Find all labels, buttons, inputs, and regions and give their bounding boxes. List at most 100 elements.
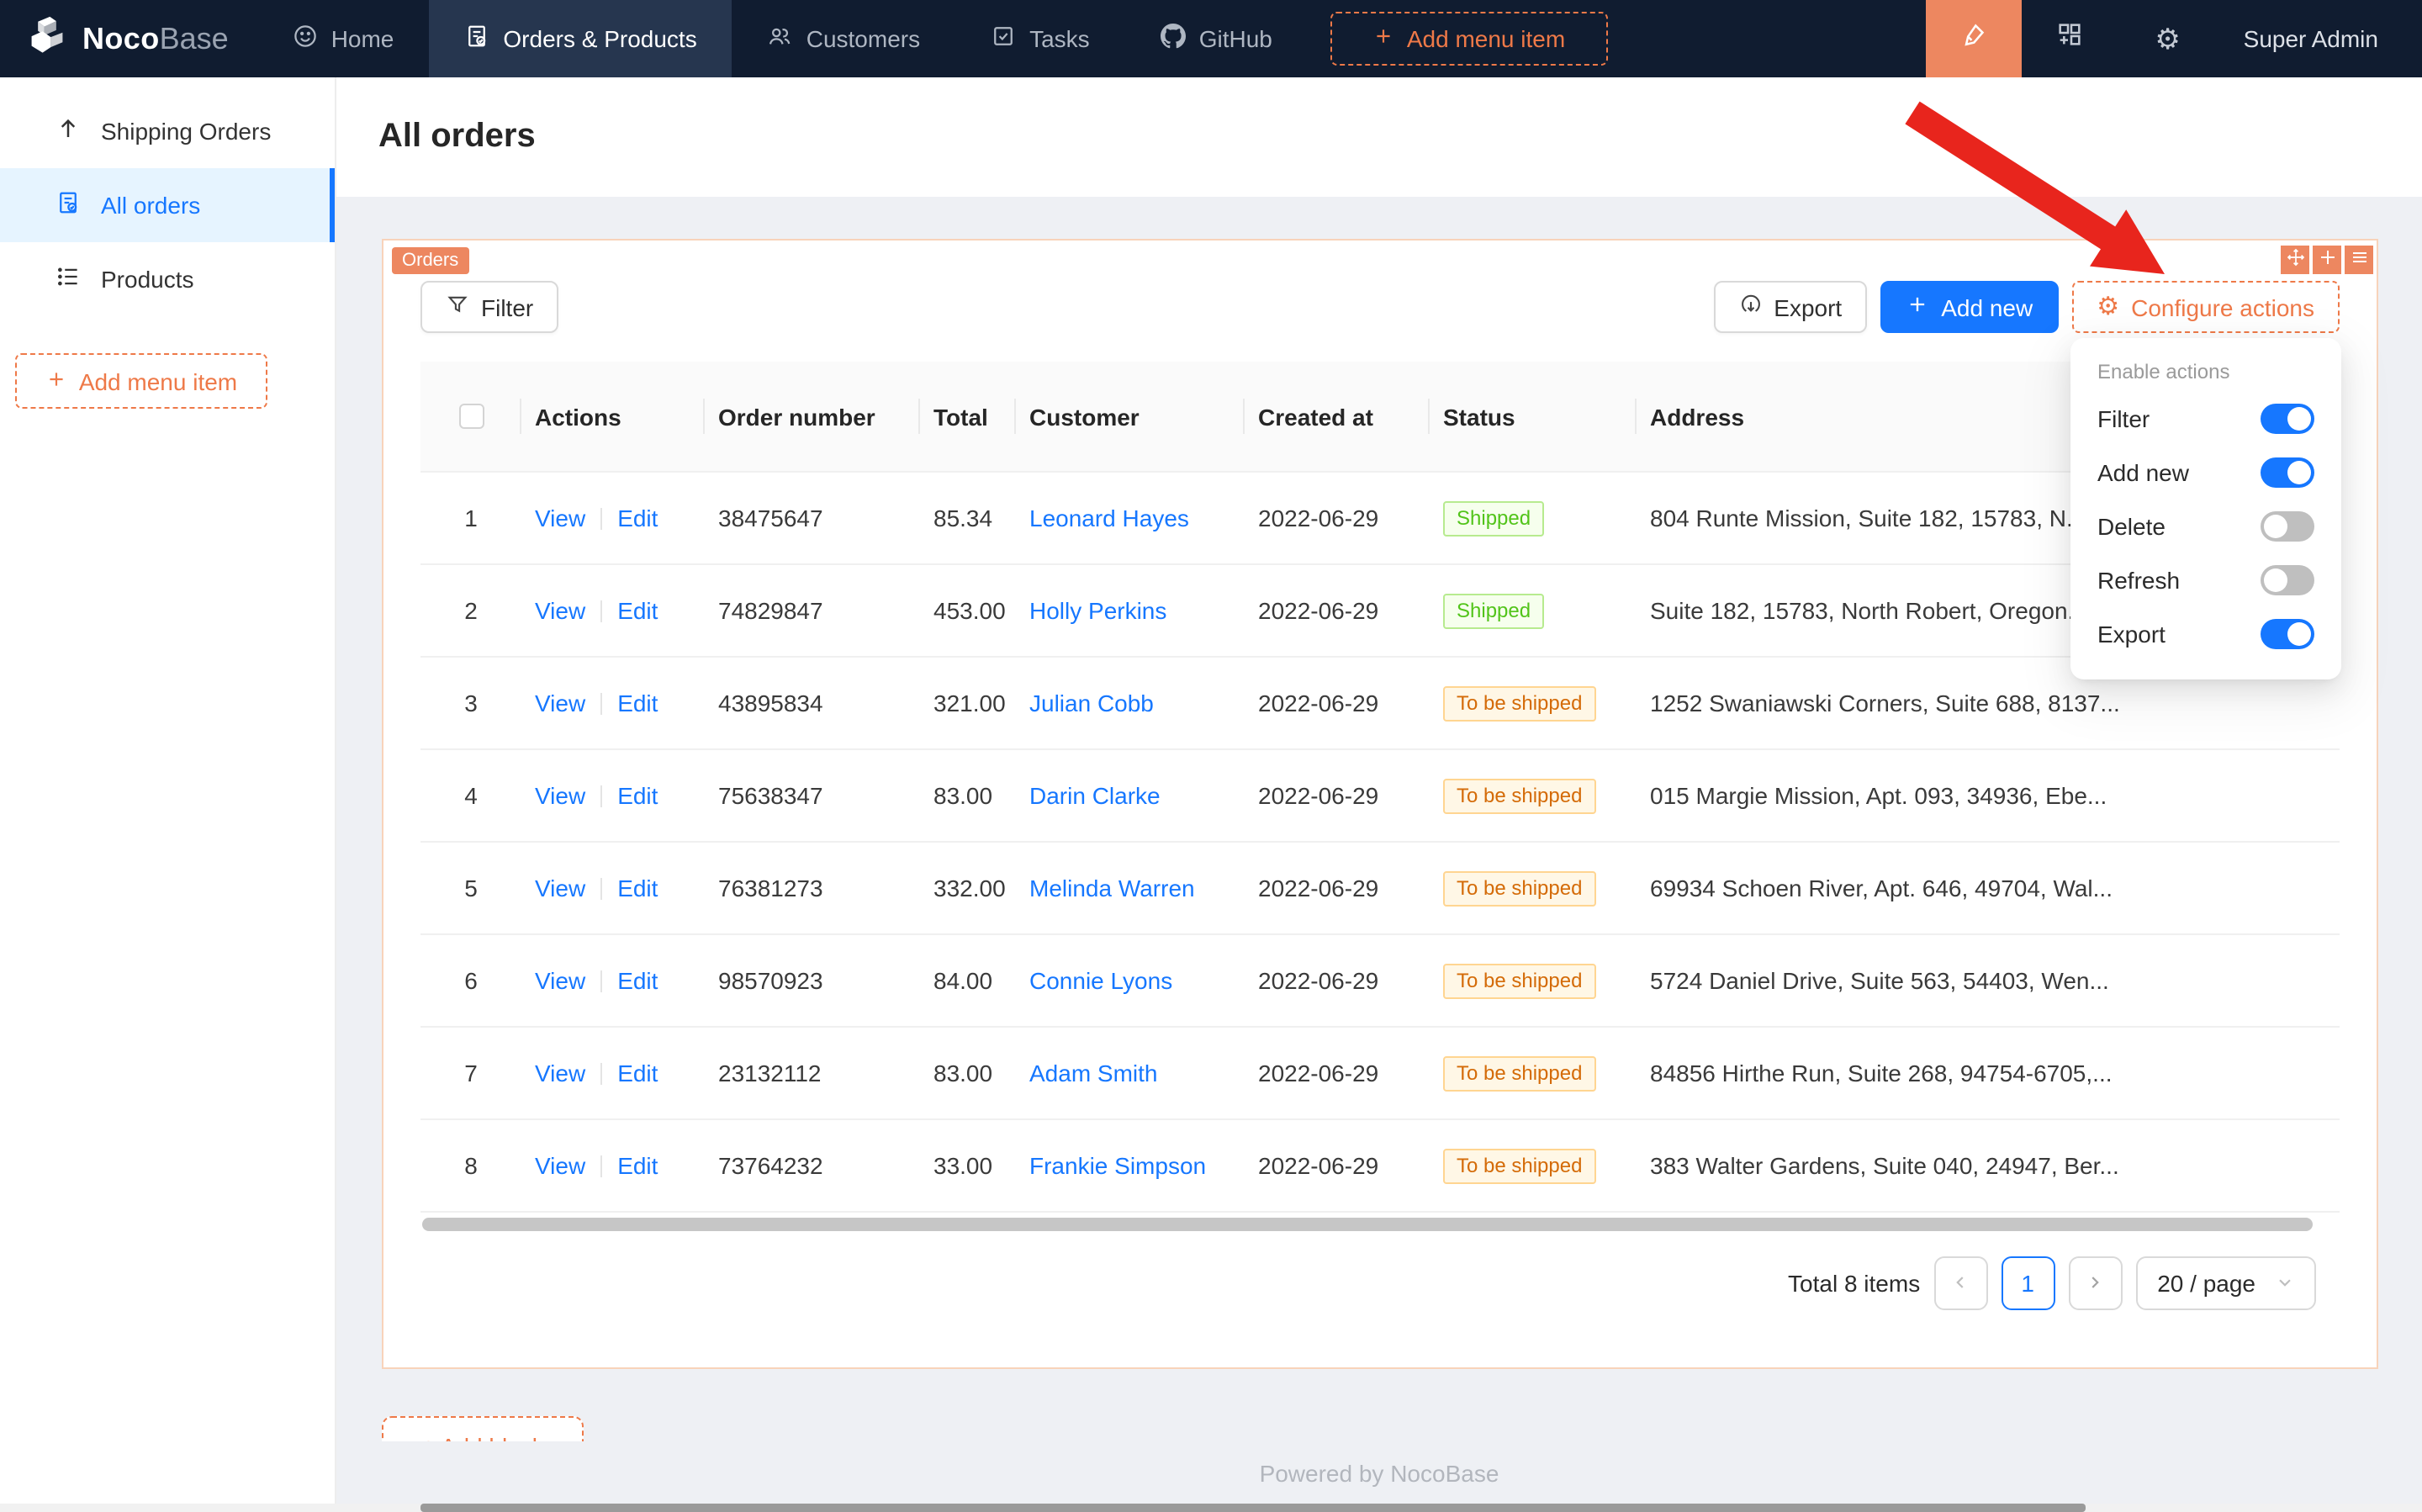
dropdown-item-filter[interactable]: Filter: [2070, 392, 2341, 446]
chevron-right-icon: [2086, 1270, 2104, 1297]
customer-link[interactable]: Melinda Warren: [1029, 875, 1195, 901]
page-1-button[interactable]: 1: [2001, 1256, 2055, 1310]
delete-toggle[interactable]: [2261, 511, 2314, 542]
order-number-cell: 98570923: [718, 967, 823, 994]
edit-link[interactable]: Edit: [617, 1060, 658, 1086]
nav-item-customers[interactable]: Customers: [732, 0, 955, 77]
total-cell: 321.00: [933, 690, 1006, 716]
dropdown-item-refresh[interactable]: Refresh: [2070, 553, 2341, 607]
divider: [600, 508, 603, 530]
sidebar-add-menu-item-button[interactable]: Add menu item: [15, 353, 267, 409]
sidebar: Shipping Orders All orders Products Add …: [0, 77, 336, 1512]
dropdown-group-title: Enable actions: [2097, 360, 2230, 383]
status-badge: To be shipped: [1443, 963, 1596, 998]
highlighter-pen-icon: [1959, 20, 1988, 57]
nav-item-home[interactable]: Home: [257, 0, 430, 77]
pagination: Total 8 items 1 20 / page: [1788, 1256, 2316, 1310]
nav-item-github[interactable]: GitHub: [1125, 0, 1308, 77]
view-link[interactable]: View: [535, 597, 586, 624]
order-number-cell: 73764232: [718, 1152, 823, 1179]
scrollbar-thumb[interactable]: [422, 1218, 2313, 1231]
refresh-toggle[interactable]: [2261, 565, 2314, 595]
add-block-clip: + Add block: [382, 1416, 584, 1441]
customer-link[interactable]: Leonard Hayes: [1029, 505, 1189, 531]
add-block-bottom-button[interactable]: + Add block: [382, 1416, 584, 1441]
edit-link[interactable]: Edit: [617, 505, 658, 531]
dropdown-item-export[interactable]: Export: [2070, 607, 2341, 661]
filter-button[interactable]: Filter: [420, 281, 559, 333]
footer: Powered by NocoBase: [336, 1460, 2422, 1487]
nav-item-tasks[interactable]: Tasks: [955, 0, 1125, 77]
prev-page-button[interactable]: [1933, 1256, 1988, 1310]
nav-item-label: Customers: [806, 25, 921, 52]
column-header-status: Status: [1430, 362, 1637, 471]
select-all-checkbox[interactable]: [458, 404, 484, 429]
sidebar-item-products[interactable]: Products: [0, 242, 335, 316]
view-link[interactable]: View: [535, 690, 586, 716]
view-link[interactable]: View: [535, 782, 586, 809]
ui-editor-button[interactable]: [1925, 0, 2022, 77]
dropdown-item-add-new[interactable]: Add new: [2070, 446, 2341, 500]
list-icon: [56, 264, 81, 294]
edit-link[interactable]: Edit: [617, 875, 658, 901]
add-new-toggle[interactable]: [2261, 457, 2314, 488]
download-icon: [1738, 293, 1762, 321]
column-header-total: Total: [920, 362, 1016, 471]
view-link[interactable]: View: [535, 1152, 586, 1179]
file-done-icon: [56, 190, 81, 220]
export-button[interactable]: Export: [1713, 281, 1868, 333]
orders-table-block: Orders Filter: [382, 239, 2378, 1369]
add-new-button[interactable]: Add new: [1880, 281, 2059, 333]
status-badge: To be shipped: [1443, 870, 1596, 906]
configure-actions-button[interactable]: ⚙ Configure actions: [2071, 281, 2340, 333]
filter-toggle[interactable]: [2261, 404, 2314, 434]
total-cell: 84.00: [933, 967, 993, 994]
divider: [600, 785, 603, 807]
total-cell: 85.34: [933, 505, 993, 531]
add-new-label: Add new: [1941, 293, 2033, 320]
edit-link[interactable]: Edit: [617, 690, 658, 716]
edit-link[interactable]: Edit: [617, 782, 658, 809]
row-index: 8: [464, 1152, 478, 1179]
customer-link[interactable]: Adam Smith: [1029, 1060, 1158, 1086]
customer-link[interactable]: Darin Clarke: [1029, 782, 1161, 809]
view-link[interactable]: View: [535, 505, 586, 531]
block-drag-tag[interactable]: Orders: [392, 247, 469, 274]
next-page-button[interactable]: [2068, 1256, 2123, 1310]
sidebar-item-shipping-orders[interactable]: Shipping Orders: [0, 94, 335, 168]
view-link[interactable]: View: [535, 967, 586, 994]
divider: [600, 970, 603, 992]
edit-link[interactable]: Edit: [617, 1152, 658, 1179]
table-horizontal-scrollbar: [420, 1218, 2340, 1231]
view-link[interactable]: View: [535, 875, 586, 901]
nav-item-orders-products[interactable]: Orders & Products: [429, 0, 732, 77]
block-menu-button[interactable]: [2345, 246, 2373, 274]
settings-button[interactable]: ⚙: [2143, 0, 2193, 77]
user-menu[interactable]: Super Admin: [2217, 0, 2422, 77]
scrollbar-thumb[interactable]: [420, 1504, 2086, 1512]
row-index: 7: [464, 1060, 478, 1086]
drag-handle-button[interactable]: [2281, 246, 2309, 274]
column-header-order-number: Order number: [705, 362, 920, 471]
add-block-button[interactable]: [2313, 246, 2341, 274]
customer-link[interactable]: Connie Lyons: [1029, 967, 1173, 994]
customer-link[interactable]: Holly Perkins: [1029, 597, 1167, 624]
dropdown-item-delete[interactable]: Delete: [2070, 500, 2341, 553]
page-size-select[interactable]: 20 / page: [2135, 1256, 2316, 1310]
user-name: Super Admin: [2243, 25, 2378, 52]
view-link[interactable]: View: [535, 1060, 586, 1086]
page-size-value: 20 / page: [2157, 1270, 2255, 1297]
navbar-add-menu-item-button[interactable]: Add menu item: [1330, 12, 1608, 66]
divider: [600, 1063, 603, 1085]
nocobase-logo[interactable]: NocoBase: [0, 0, 257, 77]
sidebar-item-all-orders[interactable]: All orders: [0, 168, 335, 242]
customer-link[interactable]: Frankie Simpson: [1029, 1152, 1207, 1179]
edit-link[interactable]: Edit: [617, 967, 658, 994]
dropdown-item-label: Add new: [2097, 459, 2189, 486]
github-icon: [1160, 24, 1186, 54]
customer-link[interactable]: Julian Cobb: [1029, 690, 1154, 716]
page-horizontal-scrollbar: [0, 1504, 2422, 1512]
plugin-manager-button[interactable]: [2045, 0, 2096, 77]
export-toggle[interactable]: [2261, 619, 2314, 649]
edit-link[interactable]: Edit: [617, 597, 658, 624]
